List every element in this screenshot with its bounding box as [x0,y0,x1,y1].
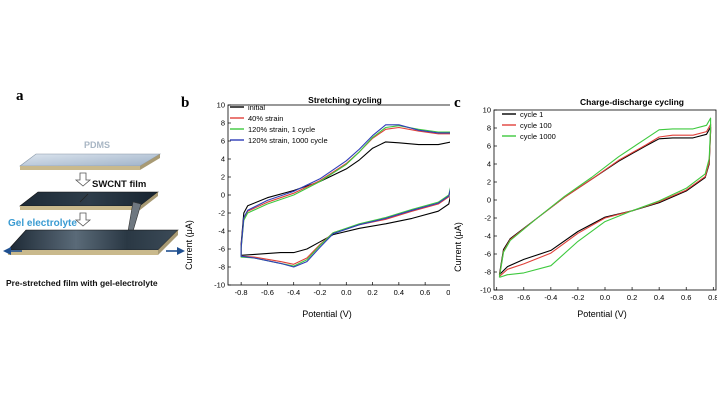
y-tick-label: 10 [483,106,491,115]
y-tick-label: 10 [217,101,225,110]
legend-label: cycle 1000 [520,132,556,141]
y-tick-label: 6 [221,137,225,146]
x-tick-label: 0.4 [394,288,404,297]
y-tick-label: -2 [484,214,491,223]
y-tick-label: 8 [487,124,491,133]
down-arrow-icon [74,172,92,187]
x-tick-label: -0.6 [517,293,530,302]
cv-chart-stretching: Stretching cycling Current (μA) Potentia… [184,95,450,319]
x-tick-label: -0.2 [571,293,584,302]
panel-letter-a: a [16,88,24,104]
x-tick-label: -0.8 [490,293,503,302]
y-tick-label: -10 [214,281,225,290]
series-line [240,126,450,265]
series-line [240,141,450,256]
pdms-label: PDMS [84,140,111,150]
legend-label: 120% strain, 1000 cycle [248,136,328,145]
swcnt-label: SWCNT film [92,179,147,190]
swcnt-layer [19,191,159,210]
series-line [240,124,450,268]
legend-label: cycle 100 [520,121,552,130]
y-tick-label: 0 [221,191,225,200]
legend-label: 40% strain [248,114,283,123]
y-tick-label: 8 [221,119,225,128]
legend-label: 120% strain, 1 cycle [248,125,315,134]
x-tick-label: 0.8 [446,288,450,297]
y-axis-label: Current (μA) [184,220,194,270]
y-tick-label: 0 [487,196,491,205]
chart-title: Charge-discharge cycling [580,97,684,107]
series-line [498,123,712,277]
y-tick-label: 4 [487,160,491,169]
down-arrow-icon [74,212,92,227]
x-tick-label: -0.8 [235,288,248,297]
y-tick-label: -2 [218,209,225,218]
series-line [498,117,712,278]
gel-film-layer [7,229,179,255]
pdms-layer [19,153,162,170]
y-axis-label: Current (μA) [453,222,463,272]
y-tick-label: -8 [484,268,491,277]
y-tick-label: 6 [487,142,491,151]
series-line [498,126,712,276]
x-tick-label: 0.8 [708,293,717,302]
y-tick-label: -4 [218,227,225,236]
chart-title: Stretching cycling [308,95,382,105]
legend-label: initial [248,103,265,112]
stretch-right-arrow-icon [166,247,185,255]
swcnt-pointer [79,193,89,203]
series-line [240,125,450,267]
panel-letter-c: c [454,95,461,111]
cv-chart-charge-discharge: Charge-discharge cycling Current (μA) Po… [453,97,717,319]
stretch-left-arrow-icon [3,247,22,255]
x-tick-label: -0.6 [261,288,274,297]
y-tick-label: -6 [484,250,491,259]
y-tick-label: 2 [221,173,225,182]
panel-letter-b: b [181,95,190,111]
y-tick-label: 4 [221,155,225,164]
y-tick-label: -10 [480,286,491,295]
y-tick-label: -8 [218,263,225,272]
x-tick-label: 0.2 [367,288,377,297]
x-tick-label: -0.2 [314,288,327,297]
gel-electrolyte-label: Gel electrolyte [8,218,77,229]
y-tick-label: 2 [487,178,491,187]
x-axis-label: Potential (V) [577,309,627,319]
x-tick-label: 0.4 [654,293,664,302]
x-tick-label: 0.0 [341,288,351,297]
x-tick-label: 0.0 [600,293,610,302]
x-tick-label: 0.6 [681,293,691,302]
fabrication-schematic [3,153,185,255]
bottom-label: Pre-stretched film with gel-electrolyte [6,278,158,288]
y-tick-label: -4 [484,232,491,241]
legend-label: cycle 1 [520,110,543,119]
y-tick-label: -6 [218,245,225,254]
x-tick-label: -0.4 [544,293,557,302]
x-tick-label: 0.6 [420,288,430,297]
x-axis-label: Potential (V) [302,309,352,319]
x-tick-label: 0.2 [627,293,637,302]
x-tick-label: -0.4 [287,288,300,297]
